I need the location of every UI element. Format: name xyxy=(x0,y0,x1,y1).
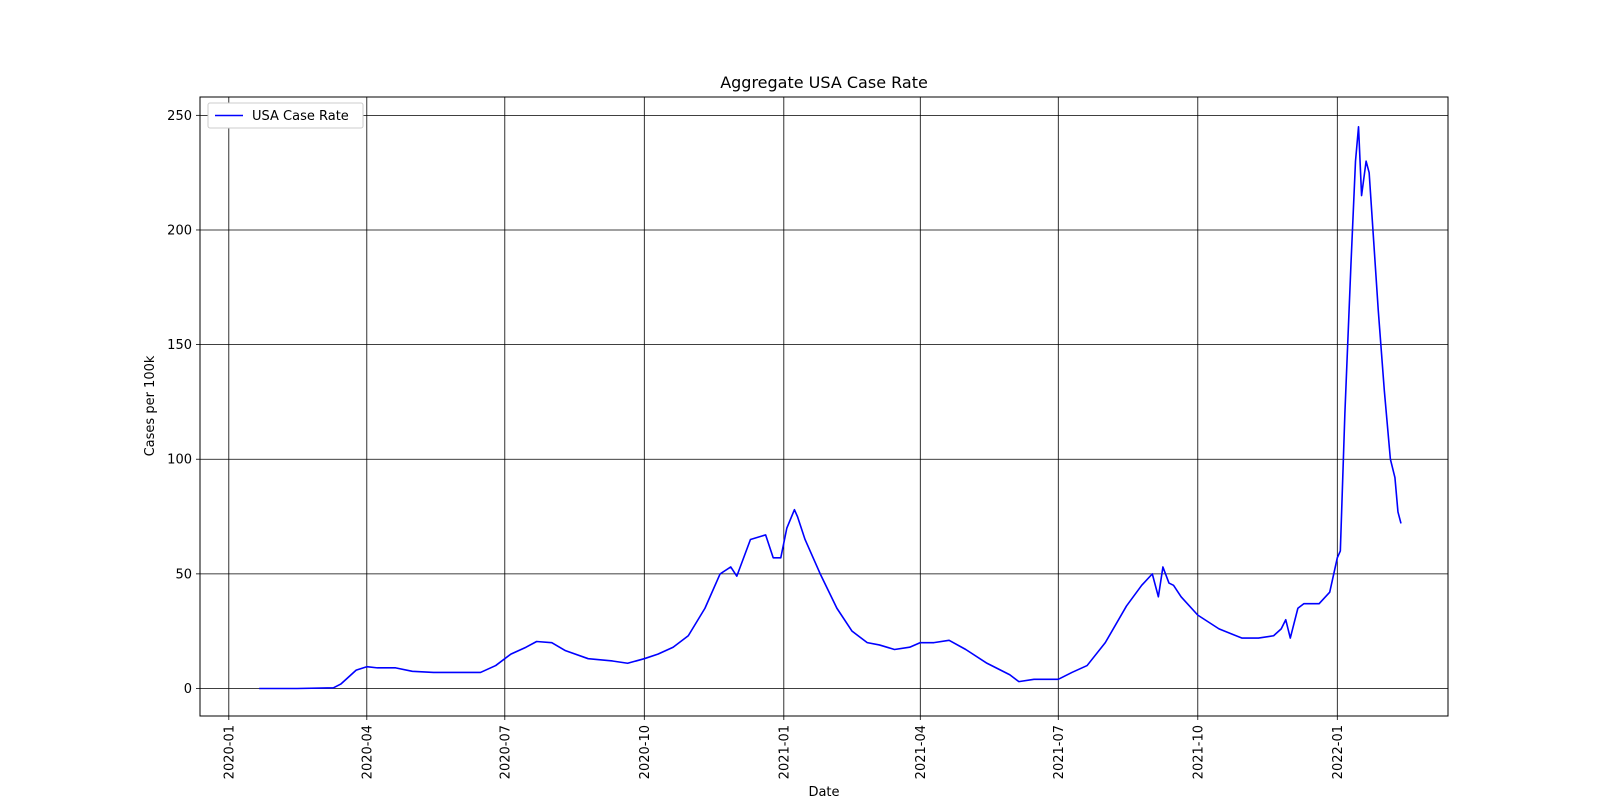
series-layer xyxy=(259,126,1402,690)
grid xyxy=(200,97,1448,716)
series-line-usa-case-rate xyxy=(259,126,1402,690)
x-tick-label: 2020-10 xyxy=(638,725,653,779)
y-tick-label: 250 xyxy=(167,109,192,124)
legend: USA Case Rate xyxy=(207,102,364,129)
x-tick-label: 2021-10 xyxy=(1191,725,1206,779)
x-axis-label: Date xyxy=(808,785,839,800)
y-tick-label: 200 xyxy=(167,223,192,238)
plot-frame xyxy=(199,96,1449,717)
x-tick-label: 2020-07 xyxy=(498,725,513,779)
x-tick-label: 2020-01 xyxy=(222,725,237,779)
legend-box xyxy=(207,102,364,129)
x-tick-label: 2022-01 xyxy=(1331,725,1346,779)
y-tick-label: 100 xyxy=(167,453,192,468)
ticks: 2020-01 2020-04 2020-07 2020-10 2021-01 2021-… xyxy=(167,109,1346,779)
x-tick-label: 2021-01 xyxy=(777,725,792,779)
y-tick-label: 50 xyxy=(175,567,192,582)
x-tick-label: 2021-07 xyxy=(1052,725,1067,779)
x-tick-label: 2020-04 xyxy=(360,725,375,779)
y-axis-label: Cases per 100k xyxy=(143,355,158,456)
y-tick-label: 150 xyxy=(167,338,192,353)
y-tick-label: 0 xyxy=(184,682,192,697)
legend-label: USA Case Rate xyxy=(252,109,349,124)
chart-title: Aggregate USA Case Rate xyxy=(720,73,928,92)
x-tick-label: 2021-04 xyxy=(914,725,929,779)
